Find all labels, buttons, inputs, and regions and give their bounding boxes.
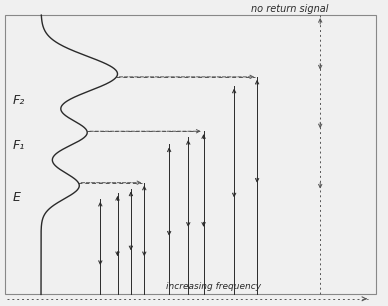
Text: F₂: F₂ [12,94,24,107]
Text: F₁: F₁ [12,140,24,152]
Text: E: E [12,191,20,204]
Text: increasing frequency: increasing frequency [166,282,261,291]
Text: no return signal: no return signal [251,4,328,14]
